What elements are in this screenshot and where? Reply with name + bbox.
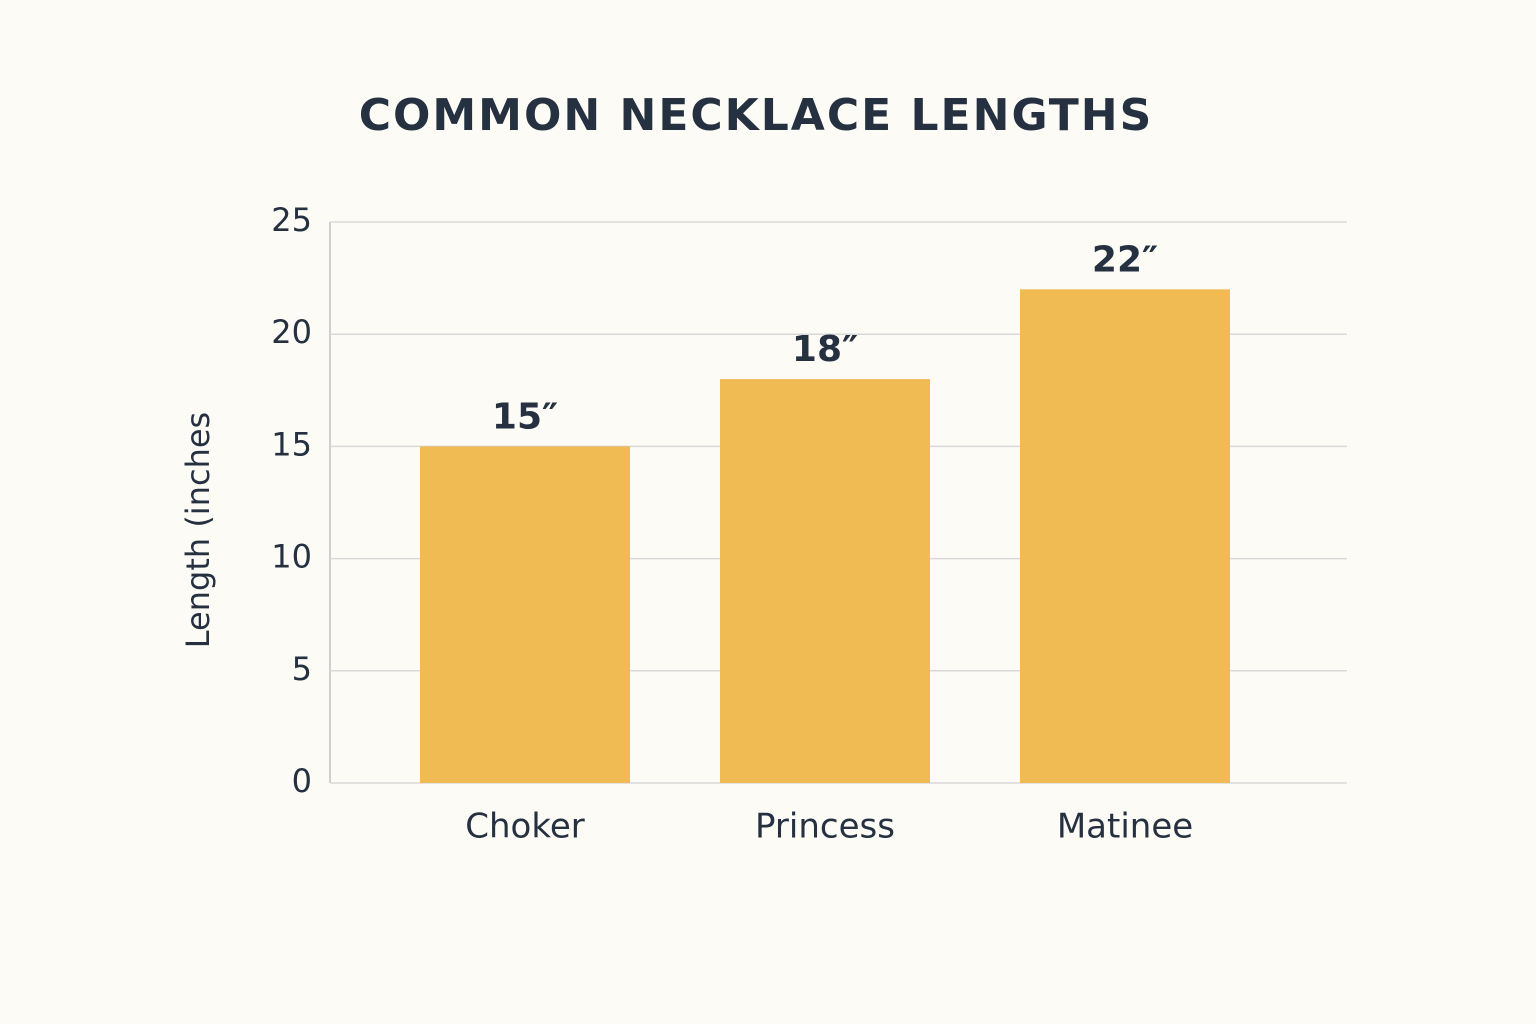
y-tick-label: 5 xyxy=(292,650,312,688)
x-tick-label: Princess xyxy=(755,807,895,847)
value-label: 18″ xyxy=(792,329,858,370)
x-tick-label: Matinee xyxy=(1057,807,1193,847)
y-tick-label: 25 xyxy=(271,201,312,239)
y-tick-label: 10 xyxy=(271,538,312,576)
y-tick-label: 15 xyxy=(271,425,312,463)
x-tick-label: Choker xyxy=(465,807,584,847)
bar xyxy=(720,379,930,783)
bar xyxy=(420,446,630,783)
value-label: 15″ xyxy=(492,396,558,437)
y-tick-label: 20 xyxy=(271,313,312,351)
y-axis-label: Length (inches xyxy=(179,412,217,648)
chart-title: COMMON NECKLACE LENGTHS xyxy=(359,90,1154,141)
value-label: 22″ xyxy=(1092,239,1158,280)
y-tick-label: 0 xyxy=(292,762,312,800)
bar xyxy=(1020,289,1230,783)
